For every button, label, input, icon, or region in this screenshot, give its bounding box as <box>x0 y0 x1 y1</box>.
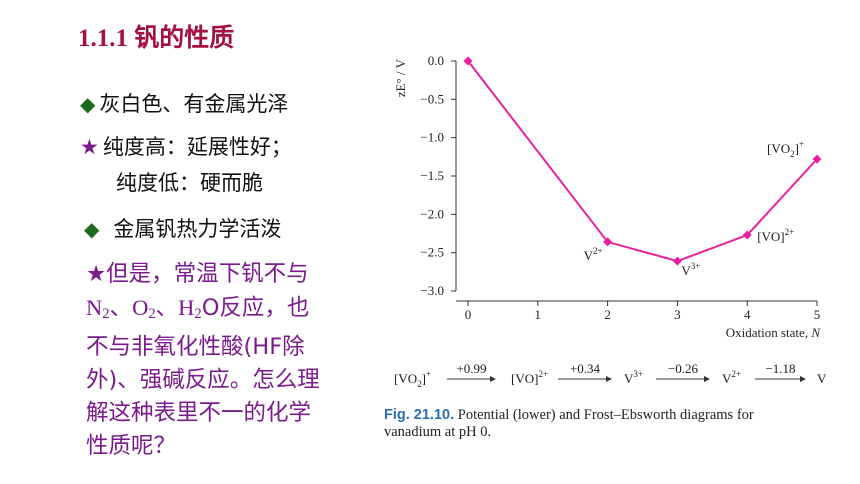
note-line: N2、O2、H2O反应，也 <box>86 295 310 322</box>
latimer-potential: +0.99 <box>456 361 486 376</box>
latimer-potential: +0.34 <box>570 361 601 376</box>
caption-text: Potential (lower) and Frost–Ebsworth dia… <box>457 407 754 423</box>
diamond-bullet-icon: ◆ <box>84 217 100 241</box>
data-point <box>812 154 822 164</box>
caption-text: vanadium at pH 0. <box>384 424 492 440</box>
note-line: 解这种表里不一的化学 <box>86 399 312 426</box>
arrow-head-icon <box>704 376 710 382</box>
latimer-species: V3+ <box>624 369 643 386</box>
bullet-item: ◆ 金属钒热力学活泼 <box>84 213 281 243</box>
slide-title: 1.1.1 钒的性质 <box>78 25 235 52</box>
arrow-head-icon <box>800 376 806 382</box>
latimer-species: [VO]2+ <box>511 369 548 386</box>
point-label: V3+ <box>681 261 700 278</box>
data-point <box>603 237 613 247</box>
x-tick-label: 1 <box>535 307 542 322</box>
data-point <box>463 56 473 66</box>
y-tick-label: −2.0 <box>420 206 444 221</box>
note-line: 不与非氧化性酸(HF除 <box>86 333 305 360</box>
point-label: V2+ <box>584 246 603 263</box>
y-tick-label: −1.0 <box>420 130 444 145</box>
arrow-head-icon <box>490 376 496 382</box>
x-tick-label: 2 <box>604 307 611 322</box>
arrow-head-icon <box>606 376 612 382</box>
diamond-bullet-icon: ◆ <box>80 92 96 116</box>
y-tick-label: −0.5 <box>420 91 444 106</box>
x-axis-label: Oxidation state, N <box>726 325 822 340</box>
latimer-species: V <box>817 371 827 386</box>
y-tick-label: −1.5 <box>420 168 444 183</box>
question-note: ★但是，常温下钒不与 N2、O2、H2O反应，也 不与非氧化性酸(HF除 外)、… <box>86 258 368 463</box>
bullet-text: 纯度低：硬而脆 <box>116 171 263 195</box>
x-tick-label: 0 <box>465 307 472 322</box>
data-point <box>672 256 682 266</box>
note-line: 性质呢？ <box>86 432 177 459</box>
bullet-text: 金属钒热力学活泼 <box>113 217 282 241</box>
point-label: [VO2]+ <box>767 139 804 159</box>
y-axis-label: zE° / V <box>393 58 408 97</box>
y-tick-label: 0.0 <box>428 53 444 68</box>
star-bullet-icon: ★ <box>80 135 99 159</box>
point-label: [VO]2+ <box>757 227 794 244</box>
latimer-potential: −1.18 <box>765 361 795 376</box>
bullet-item: ★ 纯度高：延展性好； <box>80 131 292 161</box>
data-point <box>742 230 752 240</box>
note-line: ★但是，常温下钒不与 <box>86 261 309 287</box>
bullet-text: 纯度高：延展性好； <box>102 135 292 159</box>
note-line: 外)、强碱反应。怎么理 <box>86 366 320 393</box>
y-tick-label: −2.5 <box>420 245 444 260</box>
figure-caption: Fig. 21.10. Potential (lower) and Frost–… <box>384 407 754 441</box>
bullet-item: 纯度低：硬而脆 <box>116 167 263 197</box>
latimer-species: [VO2]+ <box>394 369 431 389</box>
latimer-species: V2+ <box>722 369 741 386</box>
x-tick-label: 4 <box>744 307 751 322</box>
x-tick-label: 5 <box>814 307 821 322</box>
y-tick-label: −3.0 <box>420 283 444 298</box>
bullet-text: 灰白色、有金属光泽 <box>99 92 289 116</box>
x-tick-label: 3 <box>674 307 681 322</box>
latimer-potential: −0.26 <box>668 361 699 376</box>
bullet-item: ◆ 灰白色、有金属光泽 <box>80 88 288 118</box>
caption-label: Fig. 21.10. <box>384 407 455 423</box>
